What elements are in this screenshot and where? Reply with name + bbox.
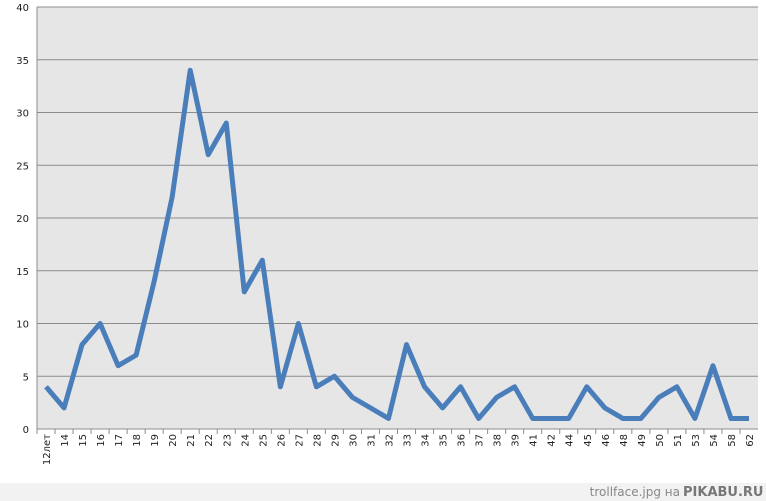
x-tick-label: 46 — [601, 434, 612, 447]
y-tick-label: 15 — [16, 267, 29, 278]
x-tick-label: 26 — [276, 434, 287, 447]
x-tick-label: 23 — [222, 434, 233, 447]
x-tick-label: 62 — [745, 434, 756, 447]
y-tick-label: 5 — [23, 372, 29, 383]
x-tick-label: 27 — [294, 434, 305, 447]
y-tick-label: 0 — [23, 425, 29, 436]
y-tick-label: 40 — [16, 3, 29, 14]
x-tick-label: 15 — [78, 434, 89, 447]
x-tick-label: 42 — [547, 434, 558, 447]
y-tick-label: 20 — [16, 214, 29, 225]
x-tick-label: 49 — [637, 434, 648, 447]
x-tick-label: 39 — [511, 434, 522, 447]
x-tick-label: 41 — [529, 434, 540, 447]
x-tick-label: 17 — [114, 434, 125, 447]
x-tick-label: 12лет — [42, 434, 53, 465]
x-tick-label: 20 — [168, 434, 179, 447]
x-tick-label: 30 — [348, 434, 359, 447]
x-tick-label: 35 — [439, 434, 450, 447]
y-tick-label: 25 — [16, 161, 29, 172]
footer-strip — [0, 483, 766, 501]
x-tick-label: 44 — [565, 434, 576, 447]
line-series — [44, 67, 749, 421]
x-tick-label: 25 — [258, 434, 269, 447]
x-tick-label: 32 — [384, 434, 395, 447]
watermark-file: trollface.jpg на — [590, 485, 680, 499]
x-tick-label: 29 — [330, 434, 341, 447]
x-tick-label: 18 — [132, 434, 143, 447]
x-tick-label: 34 — [421, 434, 432, 447]
x-tick-label: 28 — [312, 434, 323, 447]
x-tick-label: 24 — [240, 434, 251, 447]
x-tick-label: 31 — [366, 434, 377, 447]
x-tick-label: 37 — [475, 434, 486, 447]
x-tick-label: 16 — [96, 434, 107, 447]
x-tick-label: 36 — [457, 434, 468, 447]
watermark-site: PIKABU.RU — [683, 485, 763, 500]
x-tick-label: 33 — [403, 434, 414, 447]
x-tick-label: 22 — [204, 434, 215, 447]
x-tick-label: 48 — [619, 434, 630, 447]
x-tick-label: 38 — [493, 434, 504, 447]
x-tick-label: 19 — [150, 434, 161, 447]
x-tick-label: 54 — [709, 434, 720, 447]
x-tick-label: 51 — [673, 434, 684, 447]
x-tick-label: 58 — [727, 434, 738, 447]
x-tick-label: 14 — [60, 434, 71, 447]
y-tick-label: 30 — [16, 109, 29, 120]
x-tick-label: 50 — [655, 434, 666, 447]
y-tick-label: 10 — [16, 320, 29, 331]
x-tick-label: 21 — [186, 434, 197, 447]
y-tick-label: 35 — [16, 56, 29, 67]
x-tick-label: 45 — [583, 434, 594, 447]
x-tick-label: 53 — [691, 434, 702, 447]
